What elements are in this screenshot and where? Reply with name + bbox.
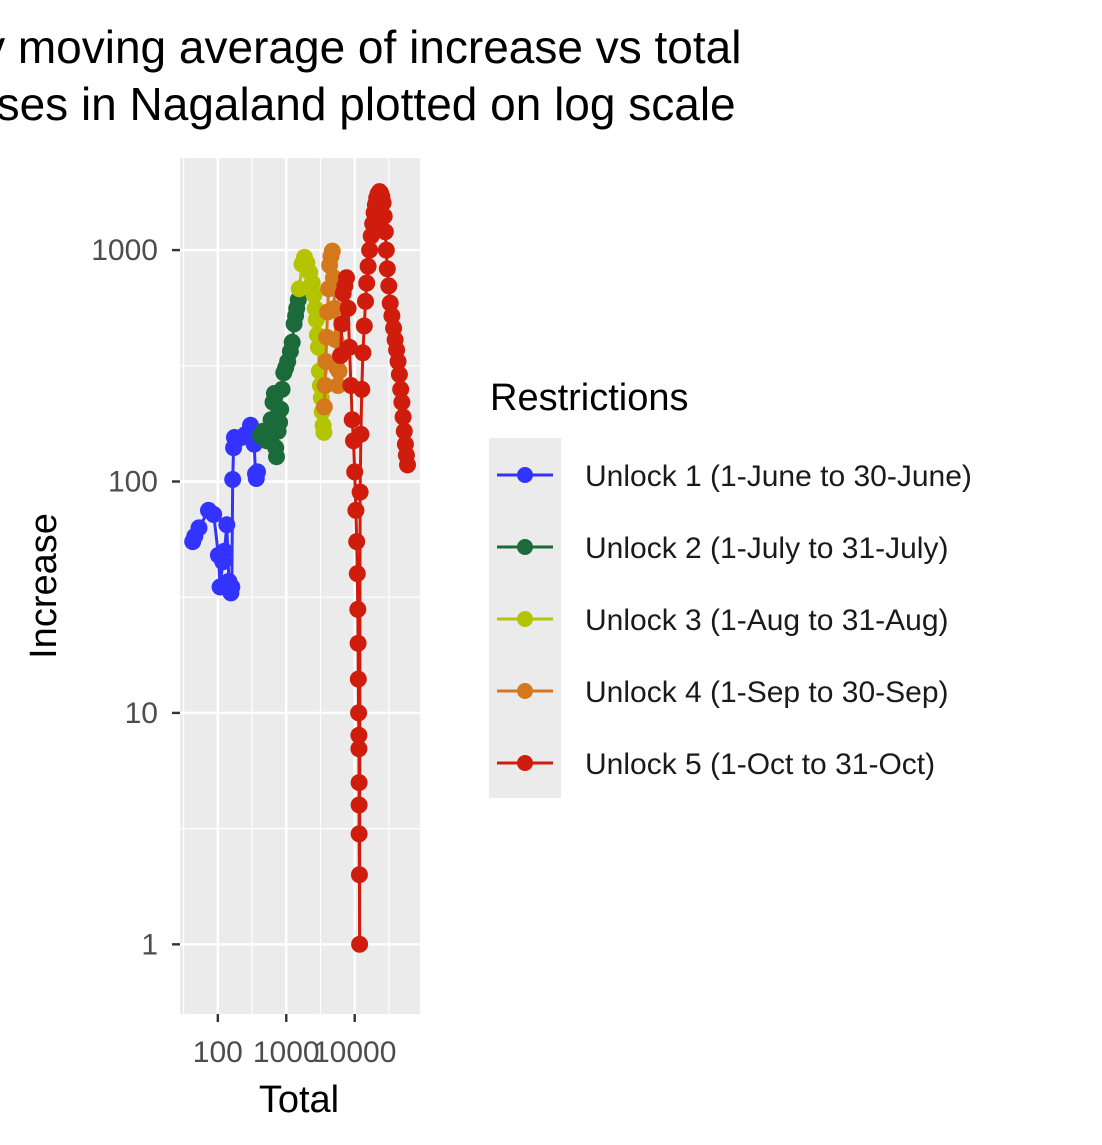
data-point <box>290 280 308 298</box>
data-point <box>351 935 369 953</box>
data-point <box>355 317 373 335</box>
data-point <box>399 456 416 474</box>
data-point <box>374 194 392 212</box>
y-tick-label-10: 10 <box>125 697 158 730</box>
data-point <box>389 353 407 370</box>
legend-key-dot-unlock-3 <box>517 611 533 627</box>
data-point <box>380 277 398 295</box>
data-point <box>315 423 333 441</box>
data-point <box>375 207 393 225</box>
y-axis-title: Increase <box>23 513 65 659</box>
legend-title: Restrictions <box>490 377 689 419</box>
data-point <box>349 670 367 688</box>
chart-title-line-1: 7-day moving average of increase vs tota… <box>0 21 741 73</box>
data-point <box>395 422 413 440</box>
data-point <box>361 241 379 259</box>
data-point <box>272 400 290 418</box>
data-point <box>350 825 368 843</box>
data-point <box>359 257 377 275</box>
data-point <box>350 704 368 722</box>
data-point <box>347 501 365 519</box>
data-point <box>393 393 411 411</box>
data-point <box>271 413 289 431</box>
data-point <box>392 380 410 398</box>
y-tick-label-1000: 1000 <box>91 234 158 267</box>
data-point <box>350 774 368 792</box>
data-point <box>249 463 266 481</box>
data-point <box>350 726 368 744</box>
data-point <box>394 408 412 426</box>
data-point <box>333 315 351 333</box>
data-point <box>358 274 376 292</box>
data-point <box>349 600 367 618</box>
x-axis-title: Total <box>259 1079 339 1121</box>
legend-label-unlock-3: Unlock 3 (1-Aug to 31-Aug) <box>585 604 949 637</box>
y-tick-label-1: 1 <box>141 928 158 961</box>
axis-ticks <box>172 248 356 1022</box>
data-point <box>218 516 236 534</box>
data-point <box>339 299 357 317</box>
data-point <box>350 866 368 884</box>
data-point <box>343 411 361 429</box>
data-point <box>353 380 371 398</box>
chart-title-line-2: cases in Nagaland plotted on log scale <box>0 78 736 130</box>
legend-key-dot-unlock-4 <box>517 683 533 699</box>
data-point <box>349 634 367 652</box>
data-point <box>352 425 370 443</box>
chart-title: 7-day moving average of increase vs tota… <box>0 21 741 130</box>
data-point <box>316 377 334 394</box>
data-point <box>362 227 380 245</box>
data-point <box>268 448 285 466</box>
x-tick-label-10000: 10000 <box>313 1036 396 1069</box>
series-2 <box>252 291 307 466</box>
data-point <box>326 299 344 317</box>
data-point <box>329 377 347 394</box>
data-point <box>376 223 394 241</box>
data-point <box>351 483 369 501</box>
data-point <box>354 344 372 362</box>
data-point <box>330 362 348 380</box>
data-point <box>338 269 355 287</box>
data-point <box>346 463 364 481</box>
data-point <box>216 542 233 560</box>
series-layer <box>184 183 416 953</box>
legend: Restrictions Unlock 1 (1-June to 30-June… <box>489 377 972 798</box>
data-point <box>315 398 333 416</box>
data-point <box>341 338 358 356</box>
legend-key-dot-unlock-1 <box>517 467 533 483</box>
legend-key-dot-unlock-5 <box>517 755 533 771</box>
data-point <box>390 366 408 383</box>
data-point <box>350 740 368 758</box>
data-point <box>377 241 395 259</box>
legend-label-unlock-5: Unlock 5 (1-Oct to 31-Oct) <box>585 748 935 781</box>
x-tick-label-100: 100 <box>193 1036 243 1069</box>
data-point <box>323 242 341 260</box>
series-5 <box>332 183 416 953</box>
data-point <box>224 471 242 488</box>
legend-label-unlock-1: Unlock 1 (1-June to 30-June) <box>585 460 972 493</box>
data-point <box>273 380 291 398</box>
data-point <box>190 519 208 537</box>
data-point <box>381 294 399 312</box>
data-point <box>350 796 368 814</box>
data-point <box>223 578 241 596</box>
data-point <box>283 333 301 351</box>
data-point <box>205 506 223 523</box>
x-tick-label-1000: 1000 <box>253 1036 320 1069</box>
y-tick-label-100: 100 <box>108 466 158 499</box>
legend-label-unlock-2: Unlock 2 (1-July to 31-July) <box>585 532 948 565</box>
data-point <box>348 533 366 551</box>
data-point <box>378 260 396 278</box>
data-point <box>357 292 374 310</box>
legend-key-dot-unlock-2 <box>517 539 533 555</box>
data-point <box>348 565 366 583</box>
legend-label-unlock-4: Unlock 4 (1-Sep to 30-Sep) <box>585 676 949 709</box>
data-point <box>305 286 323 304</box>
